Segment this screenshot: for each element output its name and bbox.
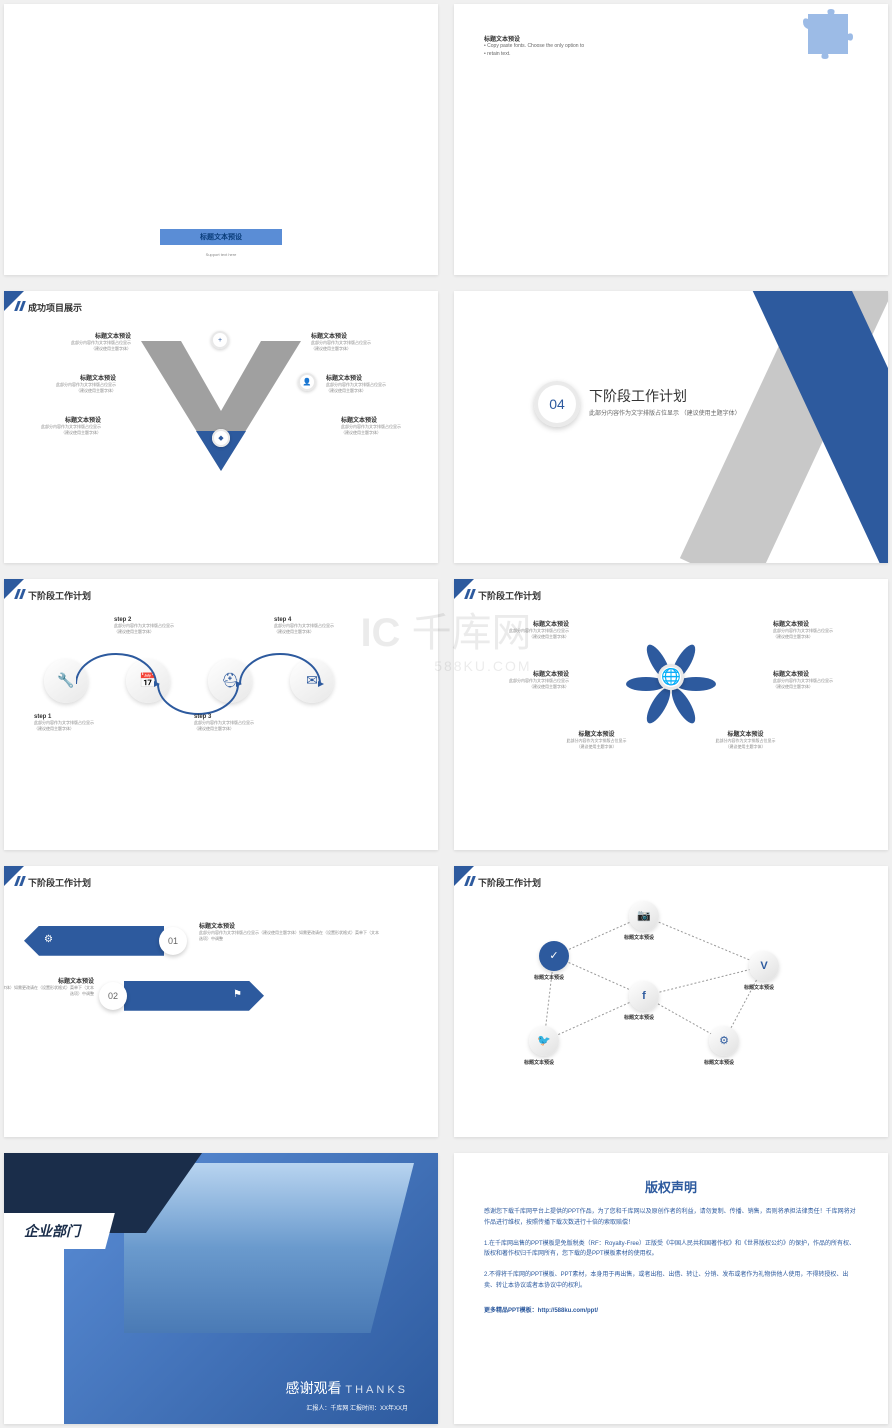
step-arcs [76,649,326,719]
v-item-5: 标题文本预设 此部分内容作为文字排版占位显示 （建议使用主题字体） [11,415,101,436]
petal-item-5: 标题文本预设 此部分内容作为文字排版占位显示 （建议使用主题字体） [554,729,639,750]
slide-9: 企业部门 感谢观看 THANKS 汇报人：千库网 汇报时间：XX年XX月 [4,1153,438,1424]
slide-3: 成功项目展示 标题文本预设 此部分内容作为文字排版占位显示 （建议使用主题字体）… [4,291,438,562]
puzzle-graphic [798,9,858,59]
slide-title: 成功项目展示 [28,301,82,314]
slide-1: 标题文本预设 Support text here [4,4,438,275]
globe-icon: 🌐 [658,664,684,690]
gear-icon: ⚙ [709,1026,739,1056]
slide-5: 下阶段工作计划 🔧 📅 ⛑ ✉ step 1 此部分内容作为文字排版占位显示 （… [4,579,438,850]
arrow-text-1: 标题文本预设 此部分内容作为文字排版占位显示（建议使用主题字体）如需更改请在（设… [199,921,379,942]
petal-item-4: 标题文本预设 此部分内容作为文字排版占位显示 （建议使用主题字体） [773,669,858,690]
reporter-info: 汇报人：千库网 汇报时间：XX年XX月 [306,1403,408,1412]
slide-4: 04 下阶段工作计划 此部分内容作为文字排版占位显示 （建议使用主题字体） [454,291,888,562]
section-number: 04 [534,381,580,427]
bullet-list: Copy paste fonts. Choose the only option… [484,43,584,57]
slide-title: 下阶段工作计划 [478,589,541,602]
slide-2: 标题文本预设 Copy paste fonts. Choose the only… [454,4,888,275]
num-02: 02 [99,982,127,1010]
twitter-icon: 🐦 [529,1026,559,1056]
v-item-4: 标题文本预设 此部分内容作为文字排版占位显示 （建议使用主题字体） [326,373,416,394]
check-icon: ✓ [539,941,569,971]
slide-title: 下阶段工作计划 [28,589,91,602]
v-item-6: 标题文本预设 此部分内容作为文字排版占位显示 （建议使用主题字体） [341,415,431,436]
slide-6: 下阶段工作计划 🌐 标题文本预设 此部分内容作为文字排版占位显示 （建议使用主题… [454,579,888,850]
diamond-icon: ◆ [212,429,230,447]
slide-7: 下阶段工作计划 ⚙ ⚑ 01 02 标题文本预设 此部分内容作为文字排版占位显示… [4,866,438,1137]
petal-item-6: 标题文本预设 此部分内容作为文字排版占位显示 （建议使用主题字体） [703,729,788,750]
slide-title: 下阶段工作计划 [28,876,91,889]
petal-item-1: 标题文本预设 此部分内容作为文字排版占位显示 （建议使用主题字体） [484,619,569,640]
banner-sub: Support text here [206,252,237,257]
heading: 标题文本预设 [484,34,584,43]
num-01: 01 [159,927,187,955]
step4-text: step 4 此部分内容作为文字排版占位显示 （建议使用主题字体） [274,617,374,635]
step3-text: step 3 此部分内容作为文字排版占位显示 （建议使用主题字体） [194,714,294,732]
v-item-2: 标题文本预设 此部分内容作为文字排版占位显示 （建议使用主题字体） [311,331,401,352]
section-sub: 此部分内容作为文字排版占位显示 （建议使用主题字体） [589,408,741,417]
v-item-1: 标题文本预设 此部分内容作为文字排版占位显示 （建议使用主题字体） [41,331,131,352]
section-title: 下阶段工作计划 [589,386,741,406]
v-item-3: 标题文本预设 此部分内容作为文字排版占位显示 （建议使用主题字体） [26,373,116,394]
slide-10: 版权声明 感谢您下载千库网平台上提供的PPT作品，为了您和千库网以及原创作者的利… [454,1153,888,1424]
petal-item-3: 标题文本预设 此部分内容作为文字排版占位显示 （建议使用主题字体） [773,619,858,640]
copyright-title: 版权声明 [645,1177,697,1196]
arrow-left: ⚙ [24,926,164,956]
person-icon: 👤 [298,373,316,391]
camera-icon: 📷 [629,901,659,931]
arrow-right: ⚑ [124,981,264,1011]
vimeo-icon: V [749,951,779,981]
thanks-text: 感谢观看 THANKS [285,1378,408,1398]
dept-label: 企业部门 [4,1213,115,1249]
petal-item-2: 标题文本预设 此部分内容作为文字排版占位显示 （建议使用主题字体） [484,669,569,690]
arrow-text-2: 标题文本预设 此部分内容作为文字排版占位显示（建议使用主题字体）如需更改请在（设… [4,976,94,997]
banner-title: 标题文本预设 [160,229,282,245]
title-bars [16,301,24,311]
facebook-icon: f [629,981,659,1011]
copyright-body: 感谢您下载千库网平台上提供的PPT作品，为了您和千库网以及原创作者的利益，请勿复… [484,1207,858,1327]
slide-title: 下阶段工作计划 [478,876,541,889]
flag-icon: ⚑ [233,989,242,1000]
slide-8: 下阶段工作计划 📷 标题文本预设 ✓ 标题文本预设 f 标题文本预设 🐦 标题文… [454,866,888,1137]
gear-icon: ⚙ [44,934,53,945]
step1-text: step 1 此部分内容作为文字排版占位显示 （建议使用主题字体） [34,714,134,732]
v-shape [141,341,301,471]
plus-icon: + [211,331,229,349]
step2-text: step 2 此部分内容作为文字排版占位显示 （建议使用主题字体） [114,617,214,635]
